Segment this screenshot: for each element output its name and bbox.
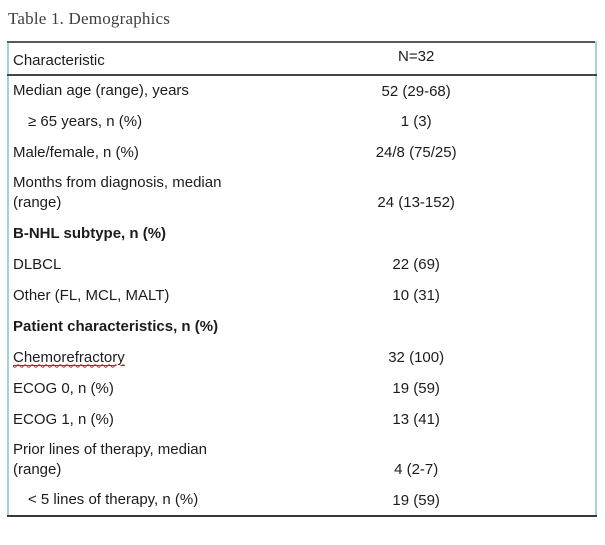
- row-value: [237, 311, 596, 342]
- row-label: Other (FL, MCL, MALT): [13, 286, 170, 304]
- table-row: Prior lines of therapy, median (range) 4…: [8, 435, 596, 485]
- row-label: ECOG 1, n (%): [13, 410, 114, 428]
- table-row: Chemorefractory 32 (100): [8, 342, 596, 373]
- row-value: 19 (59): [392, 491, 440, 509]
- row-value: 1 (3): [400, 113, 432, 130]
- spellcheck-squiggle-text: Chemorefractory: [13, 348, 125, 366]
- row-label: ECOG 0, n (%): [13, 379, 114, 397]
- table-section-row: B-NHL subtype, n (%): [8, 218, 596, 249]
- misspelled-word-underline: Chemorefractory: [13, 349, 125, 366]
- table-row: Median age (range), years 52 (29-68): [8, 75, 596, 106]
- row-label: Male/female, n (%): [13, 143, 139, 161]
- table-row: Male/female, n (%) 24/8 (75/25): [8, 137, 596, 168]
- column-header-characteristic: Characteristic: [8, 42, 238, 76]
- table-row: Months from diagnosis, median (range) 24…: [8, 168, 596, 218]
- row-label: Prior lines of therapy, median (range): [13, 441, 207, 478]
- row-label: ≥ 65 years, n (%): [28, 112, 143, 130]
- table-row: < 5 lines of therapy, n (%) 19 (59): [8, 485, 596, 516]
- table-row: ECOG 1, n (%) 13 (41): [8, 404, 596, 435]
- demographics-table: Characteristic N=32 Median age (range), …: [7, 41, 597, 517]
- row-value: 52 (29-68): [381, 82, 451, 100]
- table-caption: Table 1. Demographics: [8, 9, 171, 28]
- table-row: Other (FL, MCL, MALT) 10 (31): [8, 280, 596, 311]
- row-label: DLBCL: [13, 255, 62, 273]
- row-value: 13 (41): [392, 411, 440, 428]
- table-section-row: Patient characteristics, n (%): [8, 311, 596, 342]
- row-value: 10 (31): [392, 287, 440, 304]
- table-header-row: Characteristic N=32: [8, 42, 596, 76]
- row-label: Months from diagnosis, median (range): [13, 174, 222, 211]
- table-row: ≥ 65 years, n (%) 1 (3): [8, 106, 596, 137]
- row-value: 4 (2-7): [394, 461, 439, 478]
- section-label: Patient characteristics, n (%): [13, 317, 219, 335]
- row-value: 22 (69): [392, 256, 440, 273]
- row-value: [237, 218, 596, 249]
- table-row: ECOG 0, n (%) 19 (59): [8, 373, 596, 404]
- row-value: 24 (13-152): [377, 194, 455, 211]
- row-label: < 5 lines of therapy, n (%): [28, 491, 199, 508]
- row-value: 19 (59): [392, 380, 440, 397]
- table-row: DLBCL 22 (69): [8, 249, 596, 280]
- row-value: 24/8 (75/25): [375, 144, 457, 161]
- row-label: Median age (range), years: [13, 82, 189, 99]
- row-label: Chemorefractory: [8, 342, 237, 373]
- row-value: 32 (100): [388, 349, 445, 366]
- column-header-n: N=32: [237, 42, 596, 76]
- section-label: B-NHL subtype, n (%): [13, 224, 167, 242]
